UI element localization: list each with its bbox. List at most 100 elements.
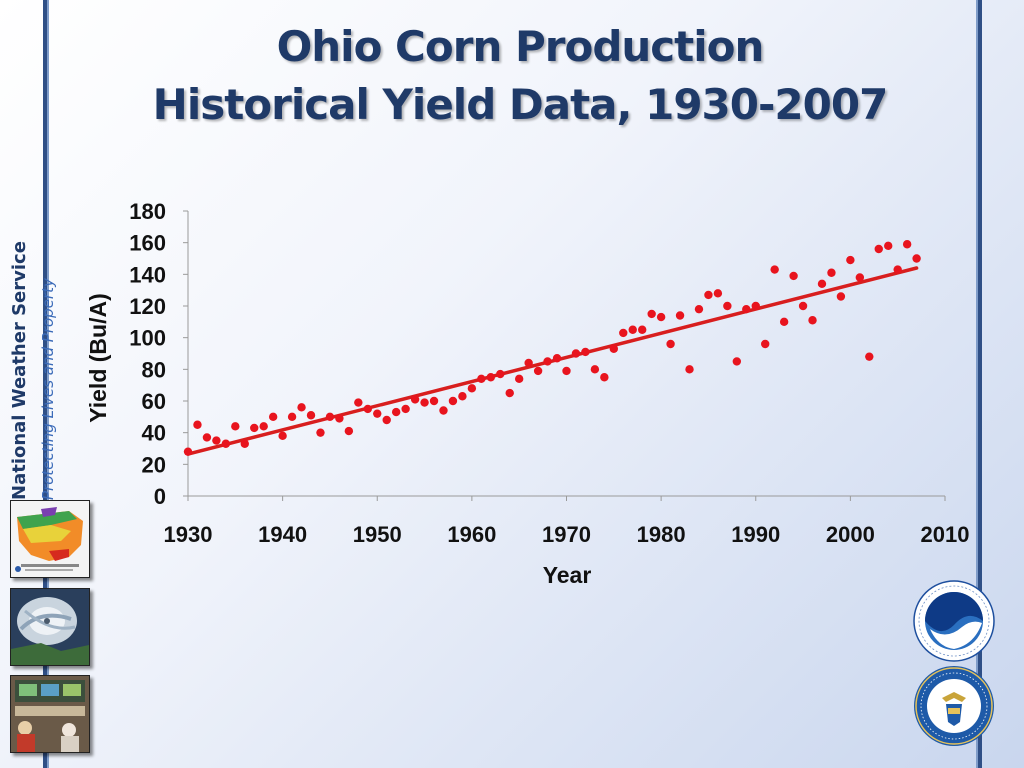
data-point <box>884 241 893 251</box>
data-point <box>268 412 278 422</box>
data-point <box>770 265 779 274</box>
data-point <box>865 352 874 361</box>
data-point <box>609 344 619 353</box>
data-point <box>761 339 770 349</box>
data-point <box>354 398 363 407</box>
data-point <box>638 325 647 334</box>
data-point <box>552 354 562 363</box>
y-tick-label: 80 <box>142 357 166 382</box>
data-point <box>316 428 325 437</box>
data-point <box>297 403 306 412</box>
data-point <box>202 433 212 442</box>
data-point <box>533 366 543 376</box>
data-point <box>344 426 354 436</box>
x-tick-label: 1930 <box>164 522 213 547</box>
data-point <box>514 374 524 384</box>
data-point <box>240 439 249 448</box>
data-point <box>742 304 751 314</box>
y-tick-label: 40 <box>142 421 166 446</box>
data-point <box>855 273 865 282</box>
y-tick-label: 20 <box>142 452 166 477</box>
data-point <box>287 412 297 422</box>
y-tick-label: 120 <box>129 294 166 319</box>
data-point <box>600 373 609 382</box>
data-point <box>410 395 420 404</box>
data-point <box>458 392 467 401</box>
y-tick-label: 180 <box>129 199 166 224</box>
data-point <box>798 301 808 311</box>
data-point <box>902 240 912 249</box>
data-point <box>694 304 704 314</box>
left-border-rule <box>43 0 49 768</box>
data-point <box>874 244 883 254</box>
x-tick-label: 1970 <box>542 522 591 547</box>
slide-title: Ohio Corn Production Historical Yield Da… <box>120 18 920 134</box>
title-line-1: Ohio Corn Production <box>276 22 765 71</box>
x-tick-label: 1990 <box>731 522 780 547</box>
operations-room-thumbnail <box>10 675 90 753</box>
y-tick-label: 140 <box>129 262 166 287</box>
data-point <box>581 347 590 357</box>
data-point <box>477 374 486 384</box>
data-point <box>647 309 656 319</box>
data-point <box>628 325 637 334</box>
data-point <box>524 358 533 368</box>
data-point <box>836 292 846 301</box>
data-point <box>212 436 221 445</box>
data-point <box>278 431 287 441</box>
trendline <box>186 266 919 456</box>
data-point <box>656 312 666 322</box>
data-point <box>732 357 742 366</box>
data-point <box>817 279 827 289</box>
data-point <box>496 369 505 379</box>
data-point <box>486 373 495 382</box>
data-point <box>391 407 401 417</box>
data-point <box>231 422 240 431</box>
data-point <box>808 316 817 325</box>
data-point <box>420 398 429 407</box>
data-point <box>704 290 713 300</box>
x-tick-label: 1960 <box>447 522 496 547</box>
data-point <box>666 339 675 349</box>
y-tick-label: 100 <box>129 326 166 351</box>
data-point <box>590 365 600 374</box>
data-point <box>250 423 259 433</box>
data-point <box>675 311 685 320</box>
data-point <box>429 396 439 406</box>
x-axis-label: Year <box>543 562 592 588</box>
data-point <box>363 404 372 414</box>
data-point <box>893 265 902 274</box>
data-point <box>685 365 694 374</box>
data-point <box>827 268 836 277</box>
x-tick-label: 1980 <box>637 522 686 547</box>
y-tick-label: 160 <box>129 231 166 256</box>
data-point <box>306 411 316 420</box>
data-point <box>467 384 477 393</box>
x-tick-label: 1950 <box>353 522 402 547</box>
data-point <box>325 412 335 422</box>
data-point <box>846 255 855 265</box>
right-border-rule <box>976 0 982 768</box>
x-tick-label: 2010 <box>921 522 970 547</box>
data-point <box>505 388 514 398</box>
data-point <box>373 409 382 418</box>
data-point <box>713 289 723 298</box>
title-line-2: Historical Yield Data, 1930-2007 <box>152 80 889 129</box>
x-tick-label: 1940 <box>258 522 307 547</box>
temperature-map-thumbnail <box>10 500 90 578</box>
data-point <box>789 271 798 281</box>
data-point <box>912 254 921 263</box>
data-point <box>571 349 581 358</box>
y-axis-label: Yield (Bu/A) <box>85 293 111 422</box>
data-point <box>193 420 202 429</box>
data-point <box>401 404 410 414</box>
data-point <box>259 422 268 431</box>
y-tick-label: 60 <box>142 389 166 414</box>
data-point <box>183 447 193 456</box>
data-point <box>562 366 571 376</box>
data-point <box>448 396 458 406</box>
commerce-seal-icon <box>912 664 996 753</box>
data-point <box>221 439 231 448</box>
hurricane-satellite-thumbnail <box>10 588 90 666</box>
